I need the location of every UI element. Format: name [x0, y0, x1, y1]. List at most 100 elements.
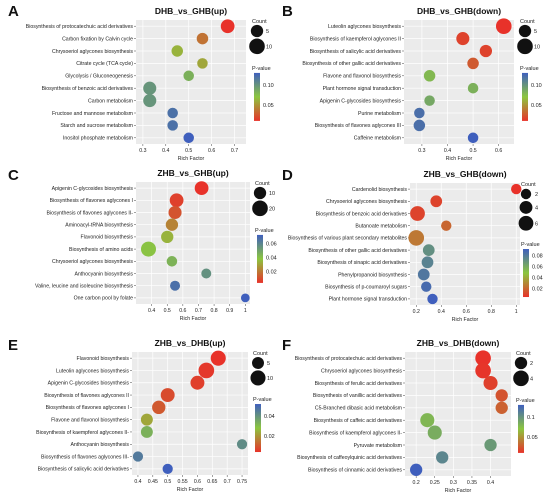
count-legend-title: Count: [520, 19, 535, 25]
category-label: Biosynthesis of caffeic acid derivatives: [314, 418, 403, 424]
category-label: Biosynthesis of flavones aglycones I: [46, 405, 129, 411]
panel-title: ZHB_vs_DHB(up): [155, 338, 226, 348]
category-label: Carbon fixation by Calvin cycle: [62, 36, 133, 42]
panel-f: F ZHB_vs_DHB(down) 0.2 0.25 0.3 0.35 0.4 Rich F…: [282, 337, 538, 494]
data-point: [210, 350, 226, 366]
category-label: Starch and sucrose metabolism: [60, 123, 133, 129]
pvalue-tick-label: 0.1: [527, 415, 535, 421]
category-label: Biosynthesis of caffeoylquinic acid deri…: [297, 455, 402, 461]
data-point: [423, 70, 436, 82]
panel-d: D ZHB_vs_GHB(down) 0.2 0.4 0.6 0.8 1 Rich Facto…: [282, 167, 543, 323]
x-tick-label: 0.6: [208, 148, 215, 154]
category-label: Biosynthesis of ferulic acid derivatives: [315, 381, 403, 387]
category-label: Biosynthesis of kaempferol aglycones II: [310, 36, 401, 42]
x-tick-label: 0.6: [463, 309, 470, 315]
category-label: Purine metabolism: [358, 111, 401, 117]
category-label: Chrysoeriol aglycones biosynthesis: [321, 368, 402, 374]
pvalue-tick-label: 0.05: [263, 103, 274, 109]
count-legend-value: 6: [535, 221, 538, 227]
panel-title: DHB_vs_GHB(down): [417, 6, 501, 16]
pvalue-tick-label: 0.04: [266, 256, 277, 262]
data-point: [511, 183, 522, 195]
category-label: Luteolin aglycones biosynthesis: [56, 368, 129, 374]
category-label: Citrate cycle (TCA cycle): [76, 61, 133, 67]
x-axis-label: Rich Factor: [452, 317, 479, 323]
data-point: [190, 375, 205, 390]
data-point: [166, 256, 178, 267]
category-label: Chrysoeriol aglycones biosynthesis: [52, 259, 133, 265]
x-tick-label: 0.7: [231, 148, 238, 154]
count-legend-title: Count: [255, 181, 270, 187]
x-axis-label: Rich Factor: [180, 316, 207, 322]
category-label: Biosynthesis of protocatechuic acid deri…: [295, 356, 403, 362]
data-point: [160, 388, 175, 403]
panel-letter: C: [8, 167, 19, 184]
count-legend: Count 2 4: [513, 351, 533, 387]
x-tick-label: 0.2: [413, 309, 420, 315]
pvalue-tick-label: 0.04: [532, 275, 543, 281]
x-tick-label: 1: [244, 308, 247, 314]
data-point: [475, 362, 491, 379]
count-legend-title: Count: [516, 351, 531, 357]
pvalue-colorbar: [522, 72, 528, 121]
category-label: Biosynthesis of flavones aglycones III-: [41, 454, 129, 460]
panel-title: ZHB_vs_GHB(down): [423, 169, 506, 179]
count-legend-dot: [520, 188, 532, 200]
data-point: [168, 205, 182, 220]
category-label: Fructose and mannose metabolism: [52, 111, 133, 117]
plot-area: [136, 20, 246, 144]
data-point: [467, 57, 479, 70]
plot-area: [405, 352, 511, 476]
pvalue-legend-title: P-value: [252, 66, 271, 72]
x-tick-label: 0.7: [195, 308, 202, 314]
data-point: [220, 19, 235, 34]
count-legend-dot: [518, 24, 532, 38]
category-label: Anthocyanin biosynthesis: [70, 442, 129, 448]
panel-letter: D: [282, 167, 293, 184]
pvalue-legend: P-value 0.10 0.05: [252, 66, 274, 121]
category-label: Phenylpropanoid biosynthesis: [338, 272, 407, 278]
category-label: Biosynthesis of salicylic acid derivativ…: [310, 49, 402, 55]
data-point: [408, 230, 425, 246]
x-tick-label: 0.6: [495, 148, 502, 154]
data-point: [161, 230, 174, 244]
count-legend: Count 10 20: [252, 181, 275, 217]
category-label: C5-Branched dibasic acid metabolism: [315, 406, 402, 412]
data-point: [436, 451, 449, 464]
count-legend-value: 10: [267, 376, 273, 382]
x-tick-label: 1: [515, 309, 518, 315]
category-label: Flavonoid biosynthesis: [81, 235, 134, 241]
category-label: Luteolin aglycones biosynthesis: [328, 24, 401, 30]
data-point: [417, 268, 430, 281]
data-point: [484, 438, 497, 452]
panel-letter: F: [282, 337, 291, 354]
count-legend-value: 10: [266, 44, 272, 50]
count-legend-dot: [250, 24, 264, 38]
pvalue-tick-label: 0.02: [266, 270, 277, 276]
data-point: [167, 120, 178, 131]
data-point: [409, 463, 423, 476]
count-legend-dot: [518, 215, 534, 231]
data-point: [421, 281, 432, 292]
category-label: One carbon pool by folate: [74, 296, 134, 302]
data-point: [427, 293, 438, 305]
data-point: [420, 413, 435, 428]
pvalue-tick-label: 0.06: [532, 264, 543, 270]
plot-area: [136, 182, 250, 304]
count-legend-title: Count: [252, 19, 267, 25]
category-label: Biosynthesis of kaempferol aglycones II-: [309, 430, 402, 436]
x-tick-label: 0.65: [207, 479, 217, 485]
pvalue-colorbar: [518, 404, 524, 453]
data-point: [143, 81, 157, 95]
data-point: [495, 401, 508, 414]
pvalue-tick-label: 0.10: [263, 83, 274, 89]
pvalue-legend: P-value 0.1 0.05: [516, 398, 538, 453]
category-label: Carbon metabolism: [88, 98, 133, 104]
count-legend-value: 4: [535, 205, 538, 211]
category-label: Flavone and flavonol biosynthesis: [323, 74, 401, 80]
category-label: Plant hormone signal transduction: [329, 297, 408, 303]
category-label: Anthocyanin biosynthesis: [74, 271, 133, 277]
data-point: [196, 32, 209, 45]
category-label: Plant hormone signal transduction: [323, 86, 402, 92]
data-point: [140, 425, 153, 438]
